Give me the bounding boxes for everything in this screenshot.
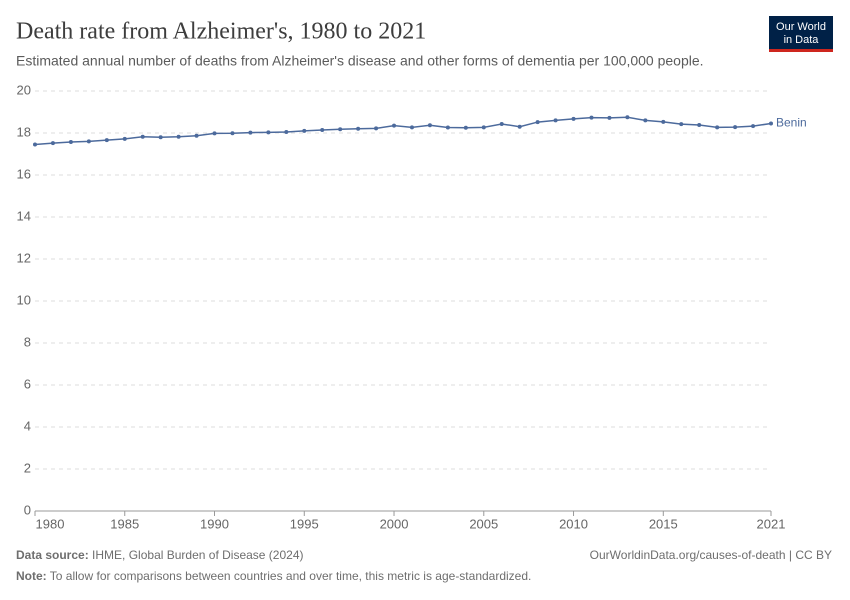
point <box>697 123 702 128</box>
y-tick-label: 0 <box>24 502 31 517</box>
note: Note: To allow for comparisons between c… <box>16 569 531 583</box>
point <box>212 131 217 136</box>
source-label: Data source: <box>16 548 89 562</box>
y-tick-label: 14 <box>17 208 31 223</box>
point <box>607 115 612 120</box>
chart-title: Death rate from Alzheimer's, 1980 to 202… <box>16 19 426 45</box>
y-tick-label: 10 <box>17 292 31 307</box>
series-label: Benin <box>776 116 807 130</box>
logo[interactable]: Our World in Data <box>769 16 833 52</box>
point <box>733 125 738 130</box>
point <box>589 115 594 120</box>
point <box>625 115 630 120</box>
note-text: To allow for comparisons between countri… <box>50 569 532 583</box>
point <box>481 125 486 130</box>
point <box>176 134 181 139</box>
point <box>751 124 756 129</box>
source: Data source: IHME, Global Burden of Dise… <box>16 548 303 562</box>
point <box>661 119 666 124</box>
point <box>248 130 253 135</box>
point <box>230 131 235 136</box>
point <box>427 123 432 128</box>
y-tick-label: 6 <box>24 376 31 391</box>
point <box>445 125 450 130</box>
point <box>679 122 684 127</box>
point <box>715 125 720 130</box>
x-tick-label: 1995 <box>290 516 319 531</box>
point <box>571 116 576 121</box>
x-tick-label: 1990 <box>200 516 229 531</box>
logo-box <box>769 16 833 52</box>
point <box>86 139 91 144</box>
point <box>338 127 343 132</box>
source-text: IHME, Global Burden of Disease (2024) <box>92 548 303 562</box>
point <box>374 126 379 131</box>
chart-subtitle: Estimated annual number of deaths from A… <box>16 53 704 69</box>
point <box>392 123 397 128</box>
point <box>535 120 540 125</box>
point <box>50 141 55 146</box>
series-line <box>34 116 772 146</box>
point <box>409 125 414 130</box>
point <box>769 121 773 126</box>
x-tick-label: 2010 <box>559 516 588 531</box>
point <box>517 124 522 129</box>
point <box>302 128 307 133</box>
y-tick-label: 4 <box>24 418 31 433</box>
x-tick-label: 2021 <box>757 516 786 531</box>
point <box>194 133 199 138</box>
x-tick-label: 1985 <box>110 516 139 531</box>
source-url[interactable]: OurWorldinData.org/causes-of-death | CC … <box>590 548 832 562</box>
point <box>122 136 127 141</box>
point <box>33 142 37 147</box>
x-tick-label: 2005 <box>469 516 498 531</box>
y-tick-label: 20 <box>17 82 31 97</box>
point <box>266 130 271 135</box>
point <box>499 121 504 126</box>
logo-text: Our World <box>776 21 826 33</box>
logo-bar <box>769 49 833 52</box>
point <box>320 128 325 133</box>
x-tick-label: 2015 <box>649 516 678 531</box>
y-tick-label: 16 <box>17 166 31 181</box>
y-tick-label: 2 <box>24 460 31 475</box>
point <box>68 140 73 145</box>
y-tick-label: 18 <box>17 124 31 139</box>
point <box>104 138 109 143</box>
point <box>284 129 289 134</box>
logo-text: in Data <box>784 34 820 46</box>
x-tick-label: 1980 <box>36 516 65 531</box>
y-tick-label: 8 <box>24 334 31 349</box>
point <box>140 134 145 139</box>
point <box>158 135 163 140</box>
note-label: Note: <box>16 569 47 583</box>
point <box>553 118 558 123</box>
x-tick-label: 2000 <box>380 516 409 531</box>
y-tick-label: 12 <box>17 250 31 265</box>
point <box>643 118 648 123</box>
point <box>463 125 468 130</box>
point <box>356 126 361 131</box>
